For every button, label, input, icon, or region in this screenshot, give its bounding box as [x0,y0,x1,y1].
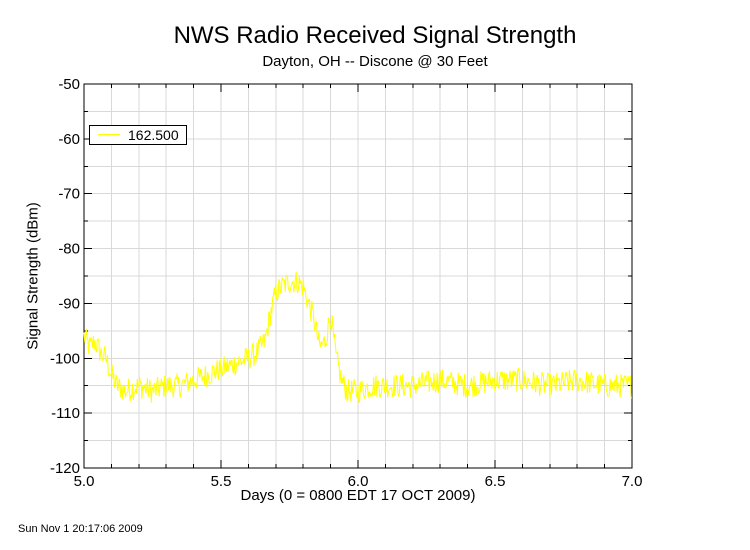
y-tick-label: -90 [58,295,80,312]
y-tick-label: -80 [58,241,80,258]
y-tick-label: -100 [50,350,80,367]
x-tick-label: 7.0 [622,473,643,490]
legend: 162.500 [89,125,187,145]
legend-entry-162500: 162.500 [128,127,179,143]
x-tick-label: 5.5 [211,473,232,490]
y-tick-label: -60 [58,131,80,148]
legend-swatch [98,134,120,135]
y-axis-label: Signal Strength (dBm) [24,202,42,350]
x-axis-label: Days (0 = 0800 EDT 17 OCT 2009) [240,487,476,504]
y-tick-label: -120 [50,460,80,477]
chart-subtitle: Dayton, OH -- Discone @ 30 Feet [262,53,488,70]
x-tick-label: 6.0 [348,473,369,490]
y-tick-label: -70 [58,186,80,203]
chart-title: NWS Radio Received Signal Strength [173,22,577,49]
y-tick-label: -50 [58,76,80,93]
x-tick-label: 5.0 [74,473,95,490]
x-tick-label: 6.5 [485,473,506,490]
y-tick-label: -110 [51,405,80,422]
timestamp-footer: Sun Nov 1 20:17:06 2009 [18,523,143,535]
series-line-162500 [83,271,633,404]
